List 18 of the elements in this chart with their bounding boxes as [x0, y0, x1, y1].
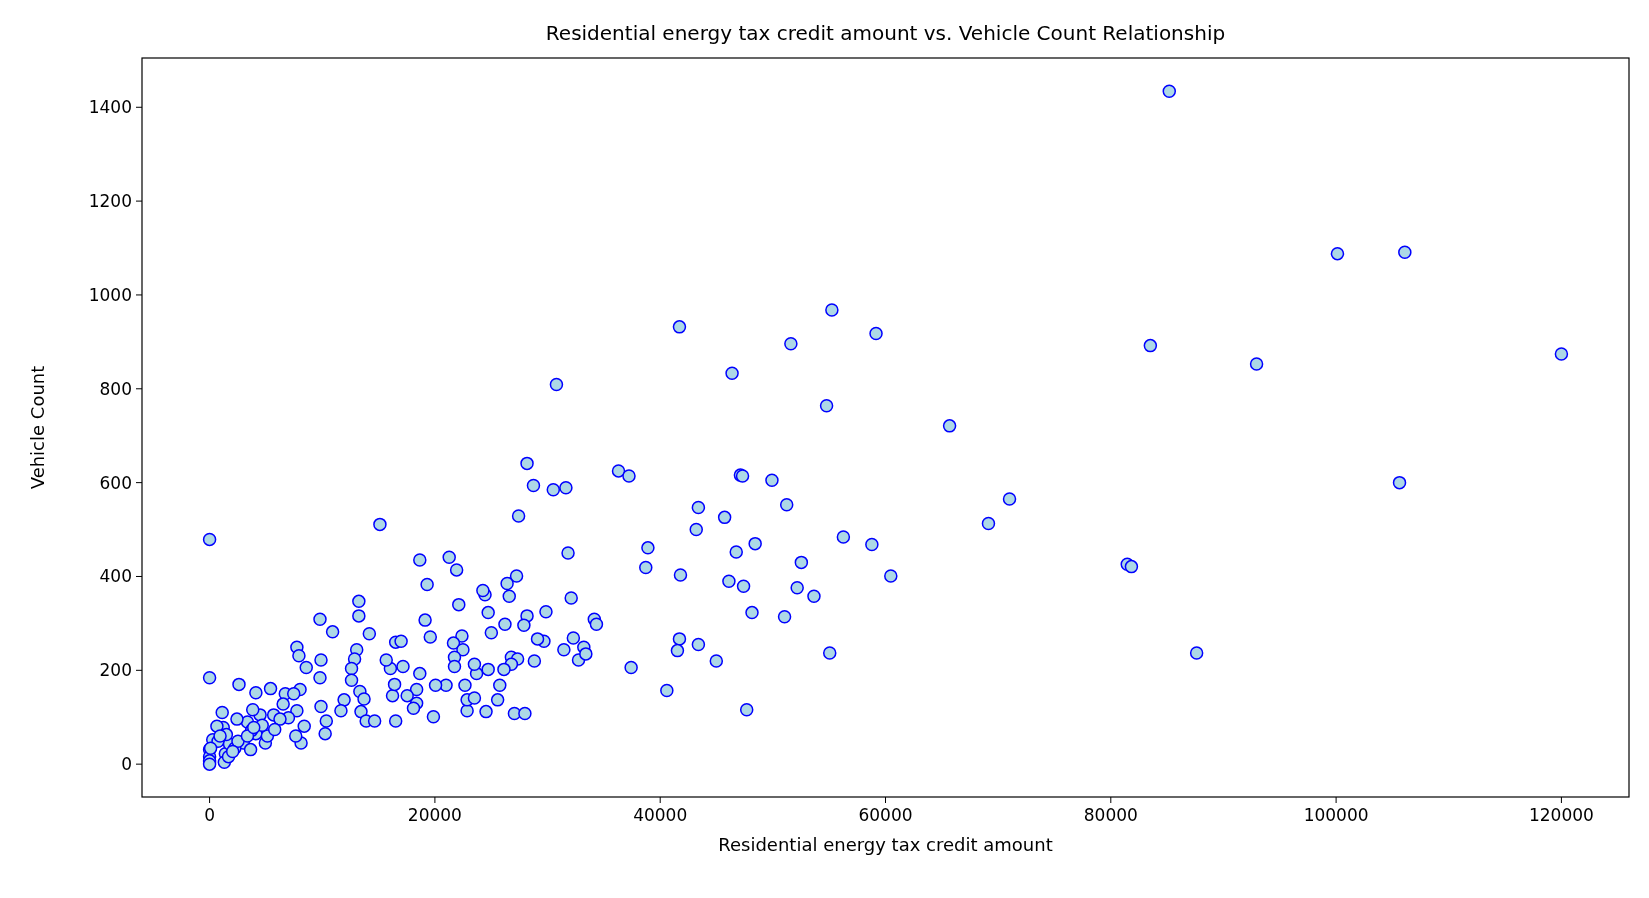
x-tick-label: 0: [204, 805, 215, 825]
x-tick-label: 100000: [1303, 805, 1369, 825]
y-tick-label: 1200: [88, 191, 132, 212]
x-axis-title: Residential energy tax credit amount: [718, 834, 1053, 855]
y-tick-label: 1000: [88, 284, 132, 305]
y-tick-label: 200: [99, 660, 132, 681]
x-tick-label: 40000: [633, 805, 688, 825]
chart-title: Residential energy tax credit amount vs. Vehicle Count Relationship: [545, 21, 1226, 45]
y-tick-label: 400: [99, 566, 132, 587]
y-tick-label: 0: [121, 754, 132, 775]
y-tick-label: 600: [99, 472, 132, 493]
x-tick-label: 120000: [1528, 805, 1594, 825]
y-axis-title: Vehicle Count: [27, 365, 48, 490]
y-tick-label: 800: [99, 378, 132, 399]
y-tick-label: 1400: [88, 97, 132, 118]
x-tick-label: 20000: [407, 805, 462, 825]
x-tick-label: 80000: [1083, 805, 1138, 825]
x-tick-label: 60000: [858, 805, 913, 825]
